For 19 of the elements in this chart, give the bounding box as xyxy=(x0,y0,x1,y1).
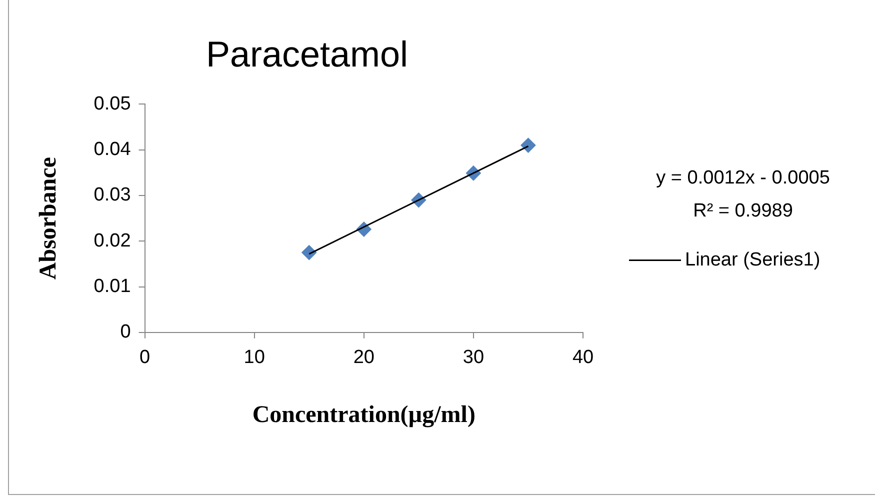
x-tick-label: 20 xyxy=(353,347,374,368)
x-axis-title: Concentration(µg/ml) xyxy=(252,402,476,428)
x-tick-label: 30 xyxy=(462,347,484,368)
point xyxy=(520,138,536,153)
point xyxy=(302,245,317,260)
y-tick-label: 0.02 xyxy=(94,230,131,252)
text: R² = 0.9989 xyxy=(693,200,793,222)
x-tick-label: 10 xyxy=(244,347,265,368)
y-axis-title: Absorbance xyxy=(36,156,62,280)
text: y = 0.0012x - 0.0005 xyxy=(656,167,830,188)
y-tick-label: 0.01 xyxy=(94,276,131,297)
y-tick-label: 0.04 xyxy=(94,139,132,160)
chart-title: Paracetamol xyxy=(206,34,408,75)
x-tick-label: 40 xyxy=(572,347,594,368)
x-tick-label: 0 xyxy=(139,347,150,368)
y-tick-label: 0 xyxy=(120,322,131,343)
y-tick-label: 0.05 xyxy=(94,93,131,114)
legend-label: Linear (Series1) xyxy=(685,249,820,270)
y-tick-label: 0.03 xyxy=(94,184,131,206)
